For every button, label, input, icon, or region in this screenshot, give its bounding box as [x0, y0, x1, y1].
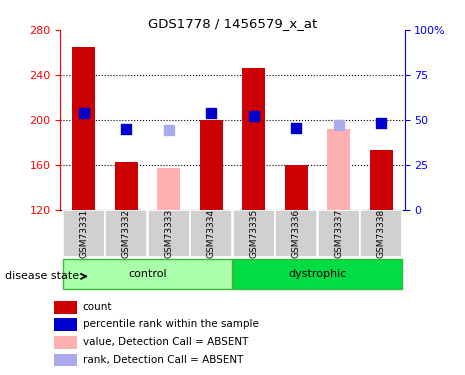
Text: GSM73337: GSM73337	[334, 209, 343, 258]
Text: GSM73331: GSM73331	[80, 209, 88, 258]
Text: GSM73338: GSM73338	[377, 209, 385, 258]
Bar	[105, 210, 147, 257]
Bar	[242, 68, 266, 210]
Bar	[148, 210, 190, 257]
Point	[165, 127, 173, 133]
Bar	[54, 318, 77, 331]
Text: GSM73335: GSM73335	[249, 209, 258, 258]
Text: disease state: disease state	[5, 272, 79, 281]
Text: value, Detection Call = ABSENT: value, Detection Call = ABSENT	[83, 337, 248, 347]
Text: GSM73336: GSM73336	[292, 209, 301, 258]
Text: control: control	[128, 269, 167, 279]
Bar	[63, 259, 232, 289]
Text: GSM73334: GSM73334	[207, 209, 216, 258]
Bar	[232, 210, 275, 257]
Bar	[285, 165, 308, 210]
Point	[335, 122, 342, 128]
Bar	[114, 162, 138, 210]
Point	[80, 110, 87, 116]
Bar	[54, 336, 77, 349]
Text: count: count	[83, 302, 112, 312]
Bar	[199, 120, 223, 210]
Bar	[54, 354, 77, 366]
Bar	[54, 301, 77, 313]
Text: percentile rank within the sample: percentile rank within the sample	[83, 320, 259, 329]
Text: GSM73333: GSM73333	[164, 209, 173, 258]
FancyArrowPatch shape	[81, 274, 86, 279]
Point	[250, 112, 258, 118]
Bar	[72, 47, 95, 210]
Bar	[275, 210, 317, 257]
Point	[378, 120, 385, 126]
Bar	[360, 210, 402, 257]
Text: rank, Detection Call = ABSENT: rank, Detection Call = ABSENT	[83, 355, 243, 364]
Text: dystrophic: dystrophic	[288, 269, 346, 279]
Point	[207, 110, 215, 116]
Point	[292, 125, 300, 131]
Bar	[318, 210, 360, 257]
Bar	[327, 129, 351, 210]
Bar	[63, 210, 105, 257]
Text: GDS1778 / 1456579_x_at: GDS1778 / 1456579_x_at	[148, 17, 317, 30]
Bar	[190, 210, 232, 257]
Bar	[370, 150, 393, 210]
Bar	[157, 168, 180, 210]
Point	[123, 126, 130, 132]
Text: GSM73332: GSM73332	[122, 209, 131, 258]
Bar	[232, 259, 402, 289]
